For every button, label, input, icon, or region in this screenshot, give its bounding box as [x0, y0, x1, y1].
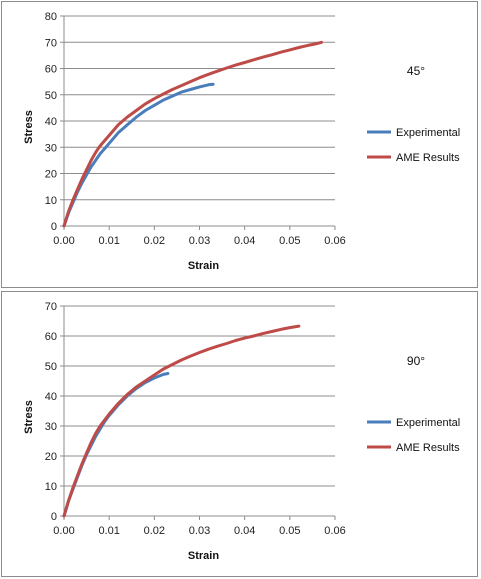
x-tick-label: 0.05 — [279, 525, 300, 537]
angle-annotation: 45° — [407, 64, 425, 78]
x-tick-label: 0.05 — [279, 235, 300, 247]
y-tick-label: 0 — [51, 221, 57, 233]
x-tick-label: 0.03 — [189, 525, 210, 537]
y-axis-title: Stress — [23, 110, 35, 144]
y-tick-label: 20 — [45, 451, 57, 463]
x-tick-label: 0.01 — [98, 525, 119, 537]
x-tick-label: 0.01 — [98, 235, 119, 247]
x-tick-label: 0.03 — [189, 235, 210, 247]
x-tick-label: 0.06 — [324, 525, 345, 537]
y-tick-label: 40 — [45, 116, 57, 128]
series-line-experimental — [62, 82, 215, 228]
y-tick-label: 30 — [45, 421, 57, 433]
y-tick-label: 70 — [45, 37, 57, 49]
y-tick-label: 50 — [45, 90, 57, 102]
chart-90: 0 10 20 30 40 50 60 70 0.00 0.01 0.02 0.03 0.04 0.05 0… — [23, 301, 460, 562]
x-tick-label: 0.04 — [234, 235, 255, 247]
x-tick-label: 0.02 — [144, 235, 165, 247]
series-line-experimental — [62, 372, 170, 518]
x-tick-label: 0.00 — [53, 235, 74, 247]
y-tick-label: 20 — [45, 169, 57, 181]
y-tick-label: 50 — [45, 361, 57, 373]
series-line-ame-results — [62, 324, 301, 518]
series-line-ame-results — [62, 40, 323, 228]
chart-panel-45: 0 10 20 30 40 50 60 70 80 0.00 0.01 0.02 0.03 0.04 0.0… — [1, 1, 478, 288]
legend-label: Experimental — [396, 417, 460, 429]
x-tick-label: 0.00 — [53, 525, 74, 537]
y-tick-label: 10 — [45, 195, 57, 207]
x-tick-label: 0.02 — [144, 525, 165, 537]
x-tick-label: 0.04 — [234, 525, 255, 537]
y-tick-label: 60 — [45, 331, 57, 343]
legend-label: Experimental — [396, 127, 460, 139]
chart-panel-90: 0 10 20 30 40 50 60 70 0.00 0.01 0.02 0.03 0.04 0.05 0… — [1, 291, 478, 577]
x-axis-title: Strain — [188, 260, 219, 272]
y-axis-title: Stress — [23, 400, 35, 434]
angle-annotation: 90° — [407, 354, 425, 368]
y-tick-label: 10 — [45, 481, 57, 493]
chart-45: 0 10 20 30 40 50 60 70 80 0.00 0.01 0.02 0.03 0.04 0.0… — [23, 11, 460, 272]
y-tick-label: 40 — [45, 391, 57, 403]
y-tick-label: 70 — [45, 301, 57, 313]
y-tick-label: 80 — [45, 11, 57, 23]
y-tick-label: 60 — [45, 64, 57, 76]
x-axis-title: Strain — [188, 550, 219, 562]
legend-label: AME Results — [396, 152, 460, 164]
x-tick-label: 0.06 — [324, 235, 345, 247]
y-tick-label: 0 — [51, 511, 57, 523]
y-tick-label: 30 — [45, 142, 57, 154]
legend-label: AME Results — [396, 442, 460, 454]
